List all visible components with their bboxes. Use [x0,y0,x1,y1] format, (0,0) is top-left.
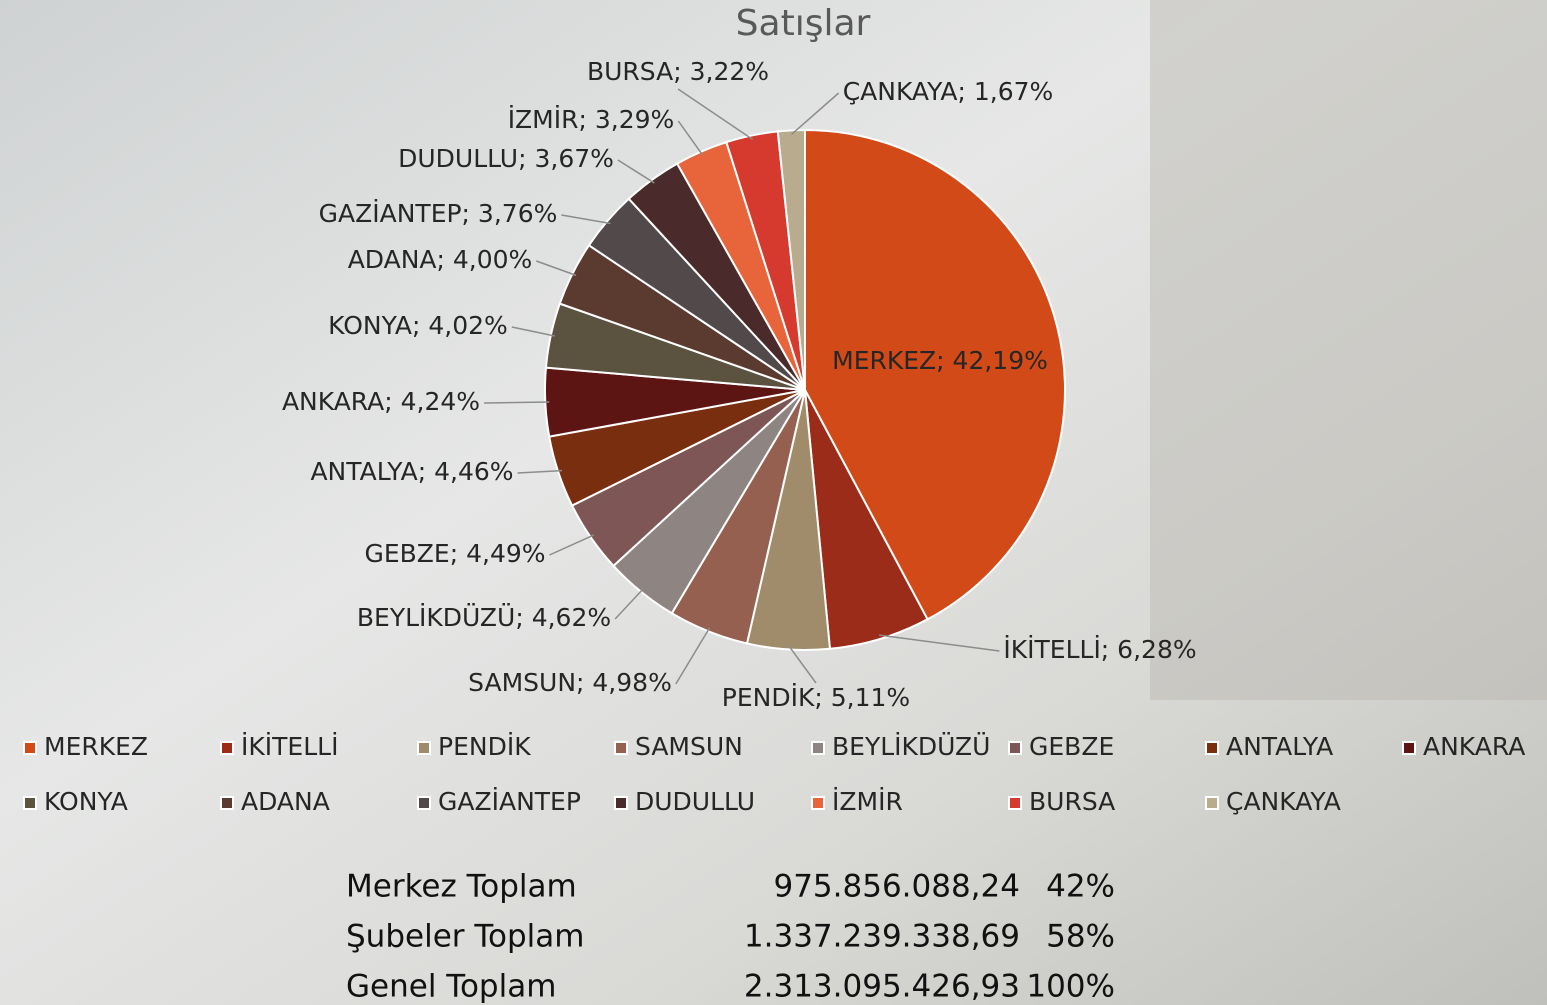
data-label: MERKEZ; 42,19% [832,346,1048,375]
data-label: ANKARA; 4,24% [282,387,480,416]
legend-label: MERKEZ [44,732,148,761]
row-share: 58% [1046,919,1115,955]
background-shade [1150,0,1547,700]
legend-label: BURSA [1029,787,1115,816]
legend-swatch [812,797,824,809]
chart-title: Satışlar [736,3,871,44]
row-label: Genel Toplam [346,969,556,1005]
row-share: 100% [1026,969,1115,1005]
legend-swatch [615,797,627,809]
legend-swatch [1009,797,1021,809]
row-label: Şubeler Toplam [346,919,584,955]
legend-label: SAMSUN [635,732,743,761]
legend-swatch [1206,742,1218,754]
legend-swatch [1403,742,1415,754]
legend-label: BEYLİKDÜZÜ [832,732,990,761]
legend-label: İZMİR [832,787,903,816]
legend-label: GAZİANTEP [438,787,581,816]
legend-label: GEBZE [1029,732,1114,761]
data-label: GAZİANTEP; 3,76% [319,199,558,228]
data-label: BEYLİKDÜZÜ; 4,62% [357,603,611,632]
legend-swatch [418,797,430,809]
row-amount: 1.337.239.338,69 [744,919,1020,955]
row-label: Merkez Toplam [346,869,577,905]
page: Satışlar MERKEZ; 42,19% İKİTELLİ; 6,28% PE… [0,0,1547,1005]
data-label: BURSA; 3,22% [587,57,769,86]
legend-swatch [24,742,36,754]
legend-swatch [24,797,36,809]
legend-swatch [221,797,233,809]
data-label: GEBZE; 4,49% [364,539,545,568]
data-label: DUDULLU; 3,67% [398,144,614,173]
row-amount: 975.856.088,24 [773,869,1020,905]
legend-label: ÇANKAYA [1226,787,1341,816]
legend-label: İKİTELLİ [241,732,338,761]
legend-swatch [615,742,627,754]
data-label: SAMSUN; 4,98% [468,668,672,697]
legend-label: PENDİK [438,732,531,761]
legend-swatch [812,742,824,754]
legend-swatch [221,742,233,754]
data-label: KONYA; 4,02% [328,311,508,340]
data-label: İKİTELLİ; 6,28% [1003,635,1196,664]
data-label: ÇANKAYA; 1,67% [843,77,1054,106]
legend-label: DUDULLU [635,787,755,816]
legend-swatch [1206,797,1218,809]
data-label: ADANA; 4,00% [348,245,533,274]
legend-label: KONYA [44,787,128,816]
row-amount: 2.313.095.426,93 [744,969,1020,1005]
data-label: İZMİR; 3,29% [508,105,675,134]
leader-line [484,402,549,403]
legend-swatch [418,742,430,754]
legend-label: ANKARA [1423,732,1525,761]
row-share: 42% [1046,869,1115,905]
legend-label: ANTALYA [1226,732,1333,761]
legend-label: ADANA [241,787,330,816]
chart: Satışlar MERKEZ; 42,19% İKİTELLİ; 6,28% PE… [0,0,1547,1005]
data-label: PENDİK; 5,11% [722,683,910,712]
data-label: ANTALYA; 4,46% [310,457,513,486]
legend-swatch [1009,742,1021,754]
